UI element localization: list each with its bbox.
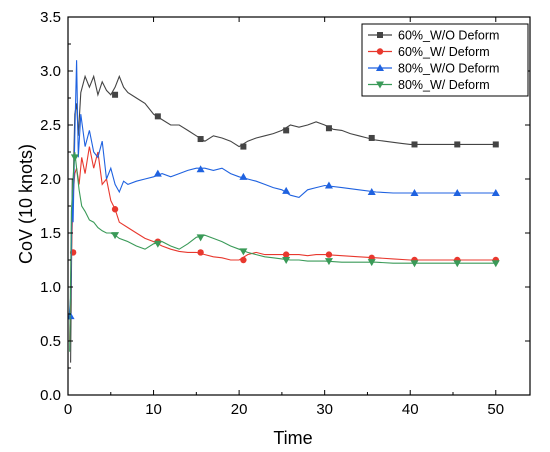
series-3-point [410,260,419,268]
legend-entry: 60%_W/ Deform [398,45,490,59]
series-2-point [453,189,462,197]
series-line-1 [69,146,496,342]
series-line-0 [70,74,496,363]
series-3-point [367,259,376,267]
series-0-point [283,127,290,134]
series-2-point [196,165,205,173]
y-tick-label: 1.5 [40,225,61,242]
y-tick-label: 1.0 [40,279,61,296]
series-2-point [239,172,248,180]
y-tick-label: 3.0 [40,63,61,80]
series-3-point [153,240,162,248]
series-3-point [491,260,500,268]
series-2-point [491,189,500,197]
series-3-point [70,154,79,162]
legend-marker [376,81,384,89]
y-tick-label: 2.5 [40,117,61,134]
series-0-point [197,136,204,143]
series-2-point [282,186,291,194]
series-3-point [239,248,248,256]
series-0-point [112,91,119,98]
series-1-point [111,206,119,213]
series-3-point [282,257,291,264]
y-tick-label: 0.0 [40,387,61,404]
x-tick-label: 10 [145,401,162,418]
series-3-point [324,258,333,266]
y-tick-label: 0.5 [40,333,61,350]
legend-entry: 80%_W/O Deform [398,62,499,76]
series-1-point [197,249,204,256]
legend-marker [376,48,384,55]
plot-area [68,60,500,363]
series-0-point [454,141,461,148]
series-line-3 [69,151,496,352]
series-3-point [196,234,205,242]
y-axis-label: CoV (10 knots) [16,144,36,264]
series-3-point [453,260,462,268]
series-2-point [324,181,333,189]
legend-marker [376,64,384,71]
series-2-point [410,189,419,197]
series-3-point [111,232,120,240]
x-tick-label: 20 [231,401,248,418]
series-0-point [492,141,499,148]
x-tick-label: 50 [487,401,504,418]
legend-entry: 60%_W/O Deform [398,29,499,43]
y-tick-label: 2.0 [40,171,61,188]
series-1-point [325,251,333,258]
series-0-point [368,134,375,141]
axes: 0 10 20 30 40 50 0.0 0.5 1.0 1.5 2.0 2.5 3.0 3.5 [40,9,531,418]
series-2-point [153,169,162,177]
legend: 60%_W/O Deform 60%_W/ Deform 80%_W/O Defor… [361,23,529,97]
series-2-point [367,187,376,195]
series-0-point [240,143,247,150]
x-axis-label: Time [273,428,312,448]
legend-entry: 80%_W/ Deform [398,78,490,92]
legend-marker [377,32,383,38]
series-0-point [325,125,332,132]
series-1-point [240,256,247,264]
x-tick-label: 40 [402,401,419,418]
series-line-2 [68,60,496,320]
y-tick-label: 3.5 [40,9,61,26]
series-0-point [411,141,418,148]
x-tick-label: 30 [316,401,333,418]
series-0-point [154,113,161,120]
x-tick-label: 0 [64,401,72,418]
series-1-point [282,251,290,258]
